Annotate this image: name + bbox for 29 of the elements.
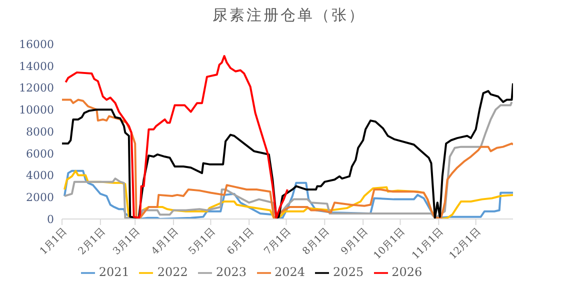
x-tick-label: 12月1日 — [448, 226, 483, 262]
x-tick-label: 11月1日 — [410, 226, 446, 262]
legend-label: 2026 — [392, 265, 422, 279]
chart-title: 尿素注册仓单（张） — [212, 6, 366, 25]
x-tick-label: 7月1日 — [262, 226, 294, 258]
y-tick-label: 14000 — [19, 60, 54, 73]
y-tick-label: 4000 — [26, 169, 54, 182]
x-tick-label: 2月1日 — [76, 226, 108, 258]
legend-label: 2025 — [333, 265, 364, 279]
y-tick-label: 12000 — [19, 82, 54, 95]
y-tick-label: 10000 — [19, 104, 54, 117]
legend-label: 2024 — [274, 265, 306, 279]
y-tick-label: 16000 — [19, 38, 54, 51]
x-tick-label: 10月1日 — [372, 226, 408, 262]
legend-label: 2021 — [98, 265, 130, 279]
x-tick-label: 3月1日 — [111, 226, 142, 258]
y-tick-label: 0 — [47, 212, 54, 226]
y-tick-label: 6000 — [26, 147, 54, 160]
x-tick-label: 6月1日 — [225, 226, 256, 258]
legend-label: 2022 — [157, 265, 188, 279]
x-tick-label: 5月1日 — [186, 226, 218, 258]
x-tick-label: 8月1日 — [300, 226, 332, 258]
y-tick-label: 8000 — [26, 125, 54, 138]
x-tick-label: 9月1日 — [339, 226, 370, 258]
x-tick-label: 4月1日 — [150, 226, 181, 258]
line-series — [64, 55, 288, 219]
legend-label: 2023 — [216, 265, 246, 279]
y-tick-label: 2000 — [26, 191, 54, 204]
x-tick-label: 1月1日 — [38, 226, 70, 258]
